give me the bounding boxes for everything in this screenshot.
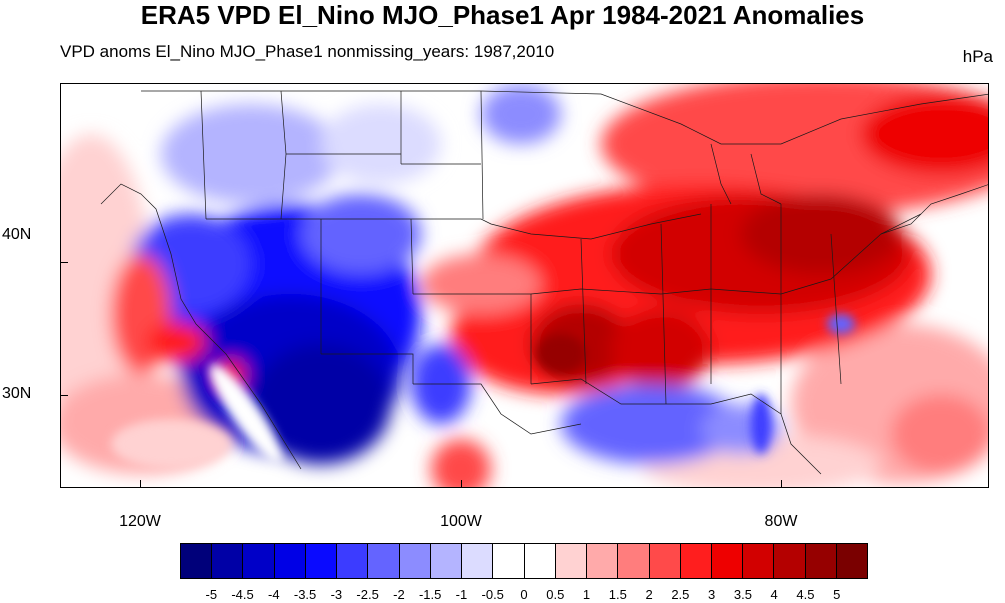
- colorbar: [180, 543, 868, 579]
- colorbar-box: [680, 544, 712, 578]
- colorbar-level-label: -3.5: [293, 587, 317, 602]
- lon-tick-80w: [781, 480, 783, 488]
- colorbar-level-label: -3: [330, 587, 343, 602]
- lon-tick-120w: [140, 480, 142, 488]
- colorbar-box: [711, 544, 744, 578]
- colorbar-box: [618, 544, 650, 578]
- colorbar-level-label: -4.5: [231, 587, 254, 602]
- colorbar-box: [181, 544, 213, 578]
- colorbar-level-label: 3: [708, 587, 716, 602]
- colorbar-box: [836, 544, 868, 578]
- colorbar-level-label: 4.5: [796, 587, 815, 602]
- colorbar-box: [524, 544, 556, 578]
- colorbar-box: [462, 544, 494, 578]
- colorbar-box: [430, 544, 463, 578]
- lon-tick-100w: [461, 480, 463, 488]
- lat-label-40n: 40N: [2, 226, 32, 243]
- units-label: hPa: [962, 47, 993, 66]
- colorbar-box: [274, 544, 306, 578]
- colorbar-level-label: -5: [205, 587, 218, 602]
- colorbar-level-label: 1: [582, 587, 591, 602]
- colorbar-level-label: 1.5: [608, 587, 627, 602]
- colorbar-box: [399, 544, 431, 578]
- colorbar-level-label: 0: [520, 587, 528, 602]
- lat-label-30n: 30N: [2, 385, 32, 402]
- colorbar-box: [243, 544, 275, 578]
- colorbar-level-label: 2.5: [671, 587, 690, 602]
- map-title: ERA5 VPD El_Nino MJO_Phase1 Apr 1984-202…: [140, 0, 865, 30]
- colorbar-level-label: -1: [455, 587, 468, 602]
- colorbar-box: [368, 544, 400, 578]
- colorbar-box: [805, 544, 837, 578]
- colorbar-level-label: -1.5: [418, 587, 442, 602]
- colorbar-box: [493, 544, 525, 578]
- map-subtitle: VPD anoms El_Nino MJO_Phase1 nonmissing_…: [60, 42, 555, 61]
- lat-tick-40n: [60, 262, 68, 264]
- map-canvas: [61, 84, 988, 487]
- colorbar-level-label: -0.5: [481, 587, 504, 602]
- colorbar-box: [555, 544, 588, 578]
- colorbar-box: [587, 544, 619, 578]
- colorbar-level-label: 5: [833, 587, 841, 602]
- colorbar-level-label: 0.5: [546, 587, 565, 602]
- colorbar-level-label: 4: [770, 587, 778, 602]
- colorbar-box: [212, 544, 244, 578]
- colorbar-box: [649, 544, 681, 578]
- colorbar-box: [774, 544, 806, 578]
- state-boundaries: [100, 90, 988, 475]
- colorbar-level-label: 2: [645, 587, 653, 602]
- colorbar-labels: -5 -4.5 -4 -3.5 -3 -2.5 -2 -1.5 -1 -0.5 0 0.5 1 1.5 2 2…: [0, 587, 1005, 603]
- colorbar-level-label: -4: [268, 587, 280, 602]
- anomaly-detail: [111, 314, 855, 469]
- lat-tick-30n: [60, 395, 68, 397]
- lon-label-100w: 100W: [440, 513, 482, 530]
- colorbar-level-label: -2.5: [356, 587, 379, 602]
- colorbar-box: [305, 544, 338, 578]
- colorbar-level-label: 3.5: [733, 587, 752, 602]
- colorbar-box: [337, 544, 369, 578]
- anomaly-map: [60, 83, 989, 488]
- lon-label-80w: 80W: [764, 513, 798, 530]
- colorbar-level-label: -2: [393, 587, 405, 602]
- colorbar-box: [743, 544, 775, 578]
- lon-label-120w: 120W: [119, 513, 161, 530]
